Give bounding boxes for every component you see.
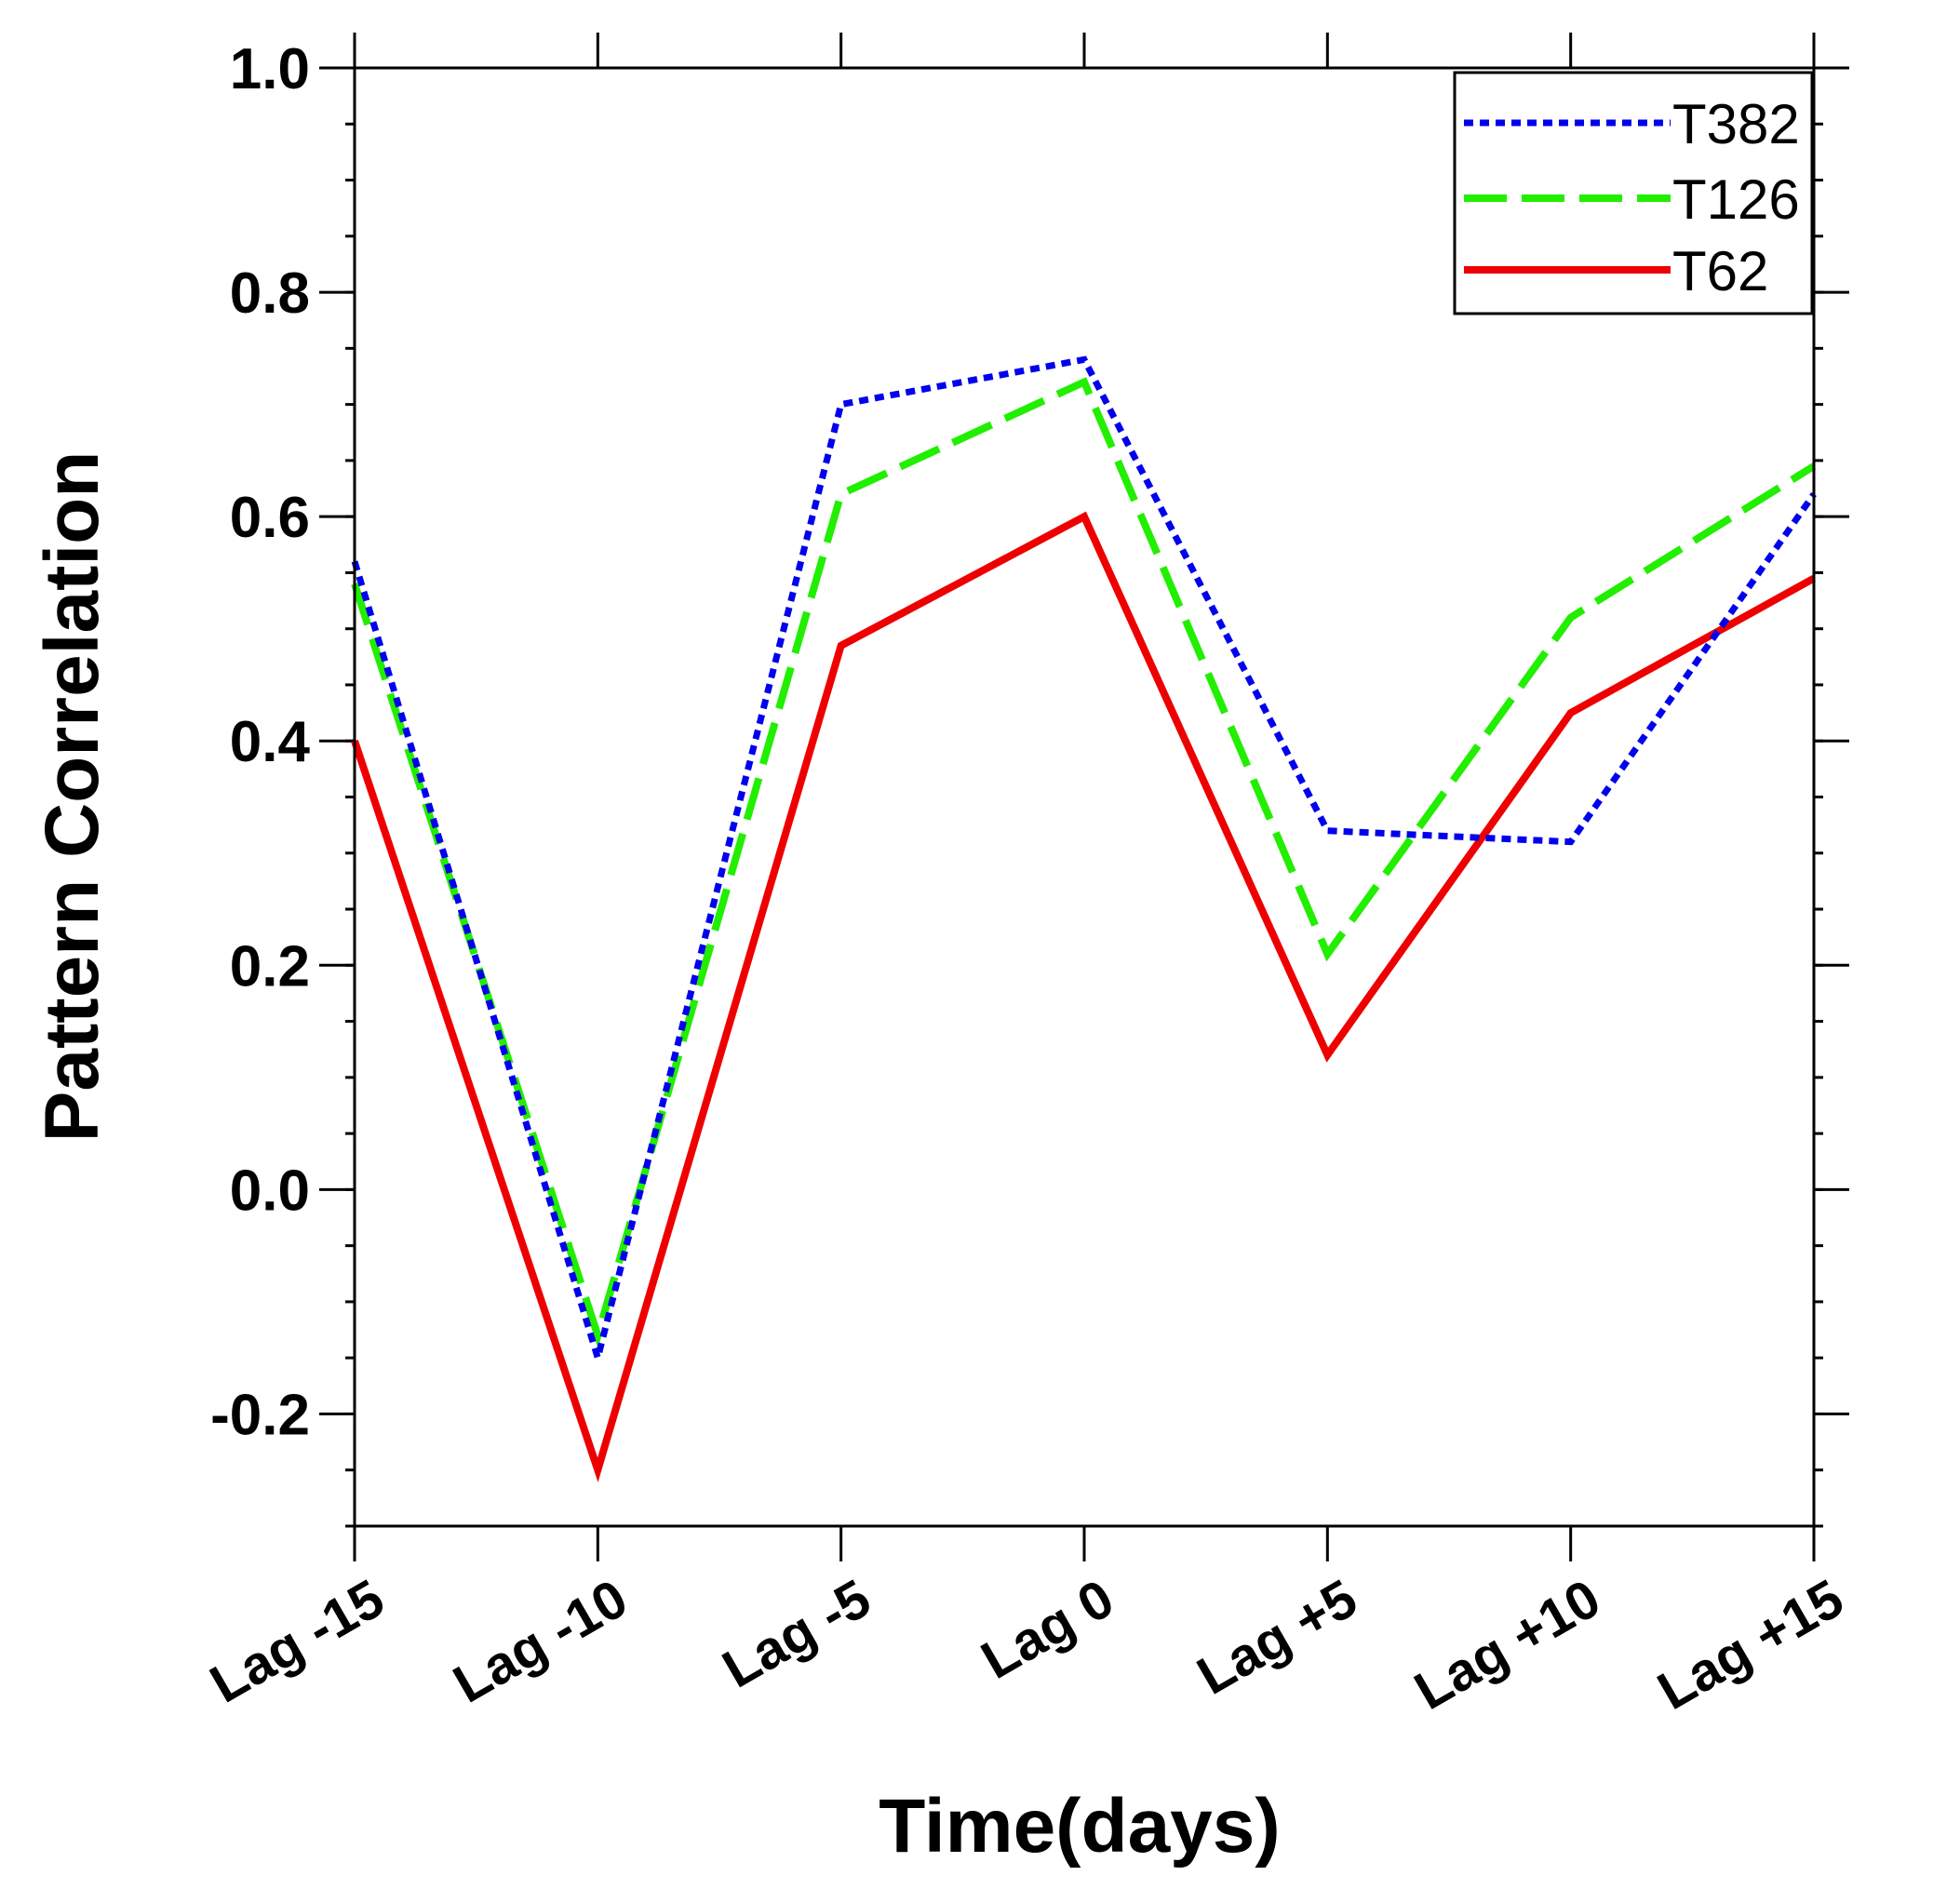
legend-label-t382: T382 — [1672, 93, 1800, 155]
y-tick-label: 0.8 — [230, 261, 310, 326]
legend: T382 T126 T62 — [1453, 71, 1814, 315]
x-tick-label: Lag -5 — [713, 1568, 880, 1700]
y-tick-label: 0.0 — [230, 1159, 310, 1223]
x-tick-label: Lag +15 — [1648, 1568, 1854, 1722]
series-line-t62 — [351, 511, 1816, 1483]
x-tick-label: Lag -10 — [443, 1568, 637, 1715]
x-axis-title: Time(days) — [879, 1784, 1280, 1869]
y-tick-label: 0.4 — [230, 710, 311, 774]
series-layer — [351, 355, 1817, 1483]
series-line-t126 — [351, 377, 1817, 1348]
y-tick-label: -0.2 — [210, 1383, 310, 1447]
y-tick-label: 0.2 — [230, 934, 310, 998]
series-line-t382 — [351, 355, 1817, 1371]
y-tick-label: 1.0 — [230, 37, 310, 101]
x-tick-label: Lag +10 — [1404, 1568, 1610, 1722]
ticks-layer — [319, 33, 1849, 1561]
legend-label-t62: T62 — [1672, 240, 1768, 302]
x-tick-label: Lag 0 — [972, 1568, 1124, 1691]
legend-entries: T382 T126 T62 — [1464, 93, 1800, 302]
y-axis-title: Pattern Correlation — [30, 451, 114, 1143]
x-tick-label: Lag +5 — [1188, 1568, 1367, 1707]
plot-frame — [353, 66, 1816, 1528]
x-tick-label: Lag -15 — [200, 1568, 394, 1715]
legend-label-t126: T126 — [1672, 168, 1800, 231]
y-tick-label: 0.6 — [230, 486, 310, 550]
